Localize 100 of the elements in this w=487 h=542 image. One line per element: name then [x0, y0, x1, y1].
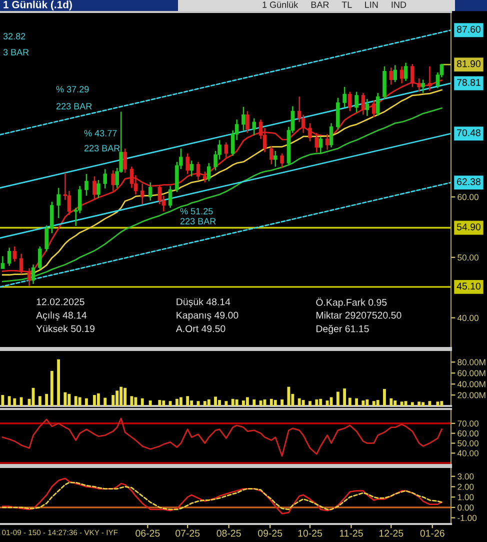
- x-tick-label: 06-25: [136, 530, 160, 537]
- y-tick-label: 60.00M: [458, 370, 486, 376]
- candlestick: [400, 66, 404, 84]
- bar: [214, 396, 217, 406]
- candlestick: [140, 183, 144, 205]
- bar: [74, 396, 78, 406]
- y-tick-label: 1.00: [458, 494, 474, 500]
- candlestick: [7, 247, 12, 266]
- bar: [158, 400, 162, 406]
- candlestick: [252, 118, 256, 136]
- candlestick: [329, 122, 334, 148]
- bar: [120, 386, 123, 406]
- x-tick-label: 01-26: [420, 530, 444, 537]
- bar: [186, 396, 190, 406]
- data-label: 78.81: [457, 78, 480, 86]
- candlestick: [12, 246, 17, 262]
- candlestick: [376, 92, 380, 117]
- bar: [242, 400, 245, 406]
- bar: [355, 398, 358, 406]
- annotation: 12.02.2025: [36, 298, 84, 306]
- candlestick: [354, 91, 358, 113]
- y-tick-label: 80.00M: [458, 359, 486, 366]
- candlestick: [421, 79, 425, 94]
- chart-title: 1 Günlük (.1d): [4, 0, 72, 10]
- bar: [422, 402, 425, 406]
- bar: [436, 402, 440, 406]
- bar: [252, 399, 256, 406]
- candlestick: [84, 173, 88, 196]
- bar: [116, 390, 119, 406]
- x-tick-label: 08-25: [216, 530, 241, 537]
- bar: [302, 400, 305, 406]
- x-tick-label: 11-25: [340, 530, 363, 537]
- bar: [130, 396, 134, 406]
- candlestick: [348, 91, 352, 112]
- annotation: Yüksek 50.19: [36, 324, 95, 332]
- bar: [68, 394, 71, 406]
- bar: [162, 400, 166, 406]
- bar: [218, 400, 221, 406]
- y-tick-label: 70.00: [458, 420, 478, 427]
- candlestick: [38, 246, 42, 270]
- bar: [57, 359, 60, 406]
- line-series: [2, 418, 442, 457]
- annotation: Düşük 48.14: [176, 298, 230, 308]
- y-tick-label: 2.00: [458, 484, 474, 490]
- bar: [336, 392, 340, 406]
- bar: [203, 401, 206, 406]
- bar: [287, 386, 290, 406]
- data-label: 87.60: [456, 26, 481, 33]
- y-tick-label: 50.00: [458, 254, 478, 261]
- x-tick-label: 12-25: [379, 530, 404, 537]
- bar: [348, 398, 352, 406]
- candlestick: [270, 146, 274, 165]
- annotation: % 43.77: [84, 130, 117, 136]
- bar: [134, 397, 138, 406]
- candlestick: [96, 179, 100, 199]
- bar: [246, 397, 249, 406]
- bar: [50, 370, 54, 406]
- candlestick: [372, 100, 376, 118]
- annotation: Miktar 29207520.50: [316, 312, 402, 319]
- y-tick-label: 40.00: [457, 450, 478, 456]
- y-tick-label: -1.00: [458, 514, 477, 521]
- bar: [394, 400, 397, 406]
- bar: [362, 400, 365, 406]
- bar: [8, 396, 11, 406]
- chart-subtitle: 1 Günlük BAR TL LIN IND: [262, 1, 406, 8]
- candlestick: [103, 168, 107, 190]
- bar: [85, 398, 88, 406]
- bar: [38, 396, 42, 406]
- bar: [280, 399, 284, 406]
- candlestick: [393, 64, 397, 83]
- bar: [376, 400, 380, 406]
- annotation: 223 BAR: [56, 103, 92, 110]
- bar: [440, 401, 444, 406]
- ref-line-label: 45.10: [456, 282, 481, 290]
- candlestick: [361, 92, 366, 116]
- x-tick-label: 07-25: [176, 530, 200, 537]
- candlestick: [203, 170, 207, 184]
- bar: [104, 398, 107, 406]
- bar: [366, 399, 369, 406]
- candlestick: [404, 62, 408, 82]
- annotation: 32.82: [3, 33, 26, 40]
- y-tick-label: 40.00M: [457, 381, 486, 388]
- y-tick-label: 60.00: [458, 194, 478, 200]
- y-tick-label: 20.00M: [458, 392, 486, 398]
- bar: [179, 397, 182, 406]
- candlestick: [206, 162, 211, 182]
- annotation: % 51.25: [180, 208, 213, 214]
- annotation: 223 BAR: [180, 218, 216, 224]
- ref-line-label: 54.90: [456, 223, 481, 230]
- annotation: % 37.29: [56, 86, 89, 92]
- candlestick: [389, 66, 394, 86]
- bar: [168, 401, 172, 406]
- bar: [308, 401, 312, 406]
- annotation: 3 BAR: [3, 49, 29, 56]
- bar: [383, 388, 386, 406]
- candlestick: [342, 86, 346, 108]
- y-tick-label: 0.00: [458, 504, 474, 511]
- candlestick: [314, 132, 319, 153]
- bar: [224, 401, 228, 406]
- bar: [390, 398, 393, 406]
